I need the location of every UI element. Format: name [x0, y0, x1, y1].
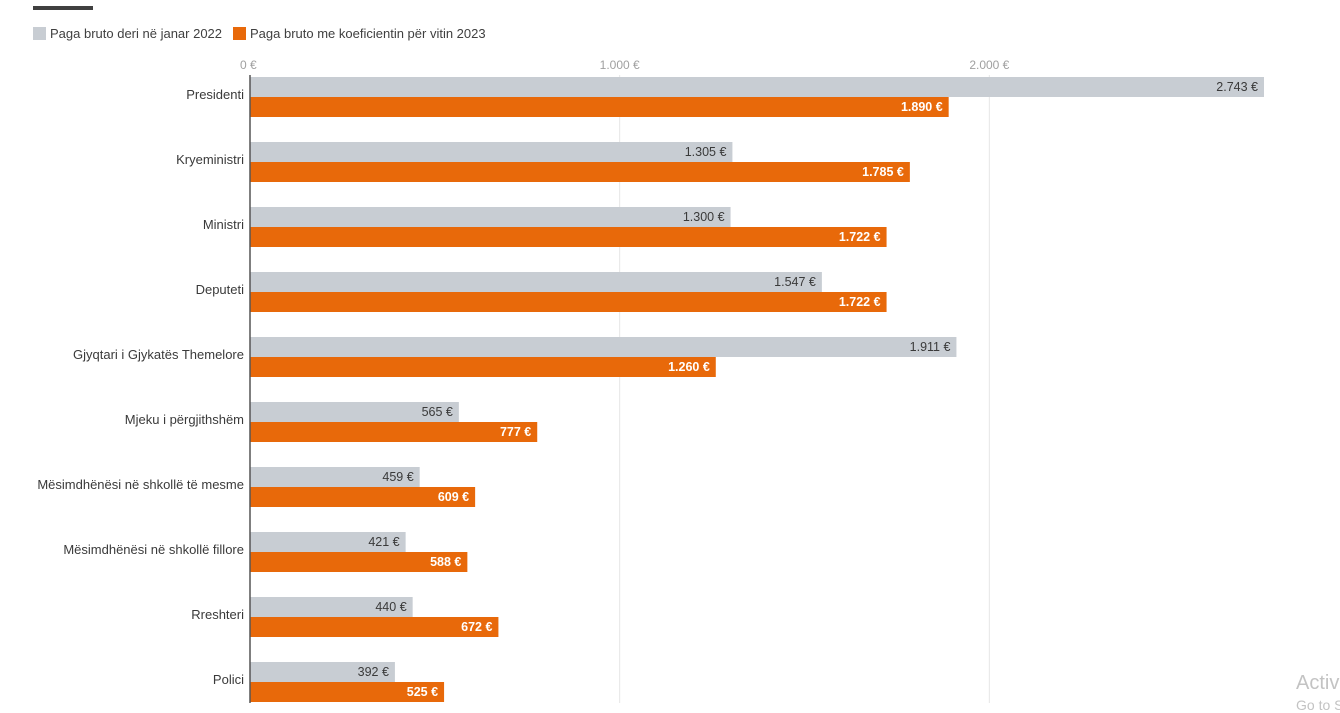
data-label-1-9: 525 € [407, 685, 438, 699]
bar-0-5 [250, 402, 459, 422]
data-label-0-0: 2.743 € [1216, 80, 1258, 94]
data-label-0-8: 440 € [375, 600, 406, 614]
category-label-7: Mësimdhënësi në shkollë fillore [63, 542, 244, 557]
category-label-1: Kryeministri [176, 152, 244, 167]
category-label-0: Presidenti [186, 87, 244, 102]
category-label-9: Polici [213, 672, 244, 687]
x-tick-label-0: 0 € [240, 58, 257, 72]
data-label-0-2: 1.300 € [683, 210, 725, 224]
category-label-4: Gjyqtari i Gjykatës Themelore [73, 347, 244, 362]
data-label-1-3: 1.722 € [839, 295, 881, 309]
bar-0-2 [250, 207, 731, 227]
legend-label-2023: Paga bruto me koeficientin për vitin 202… [250, 26, 486, 41]
x-tick-label-2: 2.000 € [969, 58, 1009, 72]
data-label-0-4: 1.911 € [910, 340, 951, 354]
bar-1-9 [250, 682, 445, 702]
legend: Paga bruto deri në janar 2022 Paga bruto… [33, 26, 497, 41]
legend-item-2023: Paga bruto me koeficientin për vitin 202… [233, 26, 486, 41]
bar-1-4 [250, 357, 716, 377]
category-label-6: Mësimdhënësi në shkollë të mesme [37, 477, 244, 492]
header-rule [33, 6, 93, 10]
data-label-1-2: 1.722 € [839, 230, 881, 244]
category-label-5: Mjeku i përgjithshëm [125, 412, 244, 427]
legend-label-2022: Paga bruto deri në janar 2022 [50, 26, 223, 41]
activation-watermark: Activ [1296, 672, 1340, 694]
legend-swatch-2023 [233, 27, 247, 40]
data-label-1-5: 777 € [500, 425, 531, 439]
data-label-0-3: 1.547 € [774, 275, 816, 289]
bar-0-0 [250, 77, 1264, 97]
data-label-0-9: 392 € [358, 665, 389, 679]
category-label-8: Rreshteri [191, 607, 244, 622]
bar-0-3 [250, 272, 822, 292]
activation-watermark-sub: Go to S [1296, 697, 1340, 713]
data-label-1-7: 588 € [430, 555, 461, 569]
bar-0-8 [250, 597, 413, 617]
bar-1-3 [250, 292, 887, 312]
bar-0-4 [250, 337, 957, 357]
legend-item-2022: Paga bruto deri në janar 2022 [33, 26, 222, 41]
category-label-3: Deputeti [196, 282, 245, 297]
bar-1-8 [250, 617, 499, 637]
data-label-0-6: 459 € [382, 470, 413, 484]
bar-0-9 [250, 662, 395, 682]
data-label-0-5: 565 € [422, 405, 453, 419]
data-label-1-0: 1.890 € [901, 100, 943, 114]
legend-swatch-2022 [33, 27, 46, 40]
bar-1-6 [250, 487, 476, 507]
data-label-1-6: 609 € [438, 490, 469, 504]
data-label-0-7: 421 € [368, 535, 399, 549]
data-label-0-1: 1.305 € [685, 145, 727, 159]
bar-0-6 [250, 467, 420, 487]
data-label-1-8: 672 € [461, 620, 492, 634]
bar-1-2 [250, 227, 887, 247]
bar-1-1 [250, 162, 910, 182]
x-tick-label-1: 1.000 € [600, 58, 640, 72]
data-label-1-4: 1.260 € [668, 360, 710, 374]
bar-1-5 [250, 422, 538, 442]
bar-0-1 [250, 142, 733, 162]
data-label-1-1: 1.785 € [862, 165, 904, 179]
bar-1-7 [250, 552, 468, 572]
category-label-2: Ministri [203, 217, 244, 232]
bar-1-0 [250, 97, 949, 117]
bar-0-7 [250, 532, 406, 552]
